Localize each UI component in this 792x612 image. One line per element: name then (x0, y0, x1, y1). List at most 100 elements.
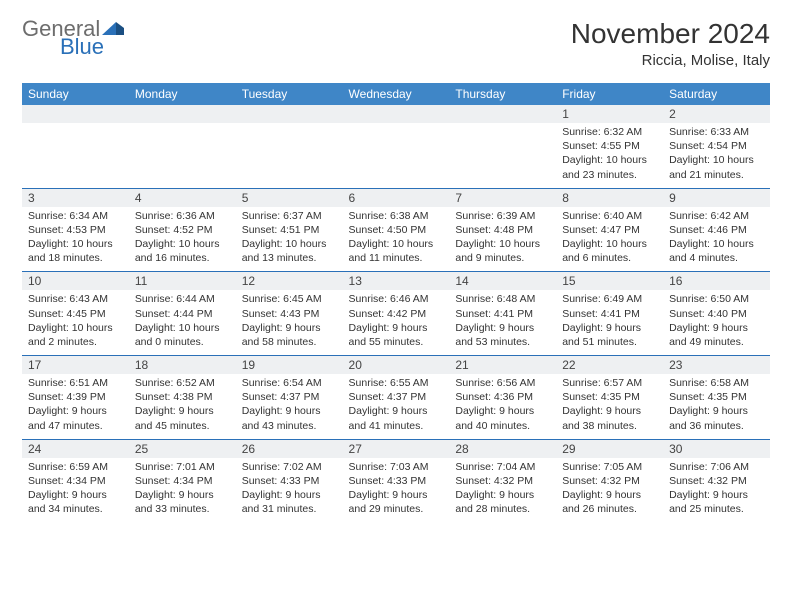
day-number: 15 (562, 274, 575, 288)
sunset-text: Sunset: 4:32 PM (455, 474, 550, 488)
sunrise-text: Sunrise: 7:05 AM (562, 460, 657, 474)
sunrise-text: Sunrise: 6:59 AM (28, 460, 123, 474)
sunrise-text: Sunrise: 6:48 AM (455, 292, 550, 306)
day-detail-cell: Sunrise: 6:42 AMSunset: 4:46 PMDaylight:… (663, 207, 770, 272)
day-number-cell (129, 105, 236, 123)
day-number-cell: 30 (663, 440, 770, 458)
page-header: General Blue November 2024 Riccia, Molis… (22, 18, 770, 69)
sunset-text: Sunset: 4:33 PM (349, 474, 444, 488)
day-number-row: 24252627282930 (22, 440, 770, 458)
daylight-text: and 6 minutes. (562, 251, 657, 265)
sunset-text: Sunset: 4:35 PM (669, 390, 764, 404)
sunset-text: Sunset: 4:32 PM (669, 474, 764, 488)
day-number: 24 (28, 442, 41, 456)
day-number: 4 (135, 191, 142, 205)
sunrise-text: Sunrise: 7:03 AM (349, 460, 444, 474)
day-number: 27 (349, 442, 362, 456)
day-number-cell: 8 (556, 189, 663, 207)
title-block: November 2024 Riccia, Molise, Italy (571, 18, 770, 69)
daylight-text: Daylight: 9 hours (562, 404, 657, 418)
day-number-cell: 19 (236, 356, 343, 374)
sunset-text: Sunset: 4:52 PM (135, 223, 230, 237)
daylight-text: Daylight: 9 hours (455, 404, 550, 418)
day-number: 30 (669, 442, 682, 456)
day-number: 2 (669, 107, 676, 121)
sunrise-text: Sunrise: 6:33 AM (669, 125, 764, 139)
daylight-text: and 26 minutes. (562, 502, 657, 516)
daylight-text: and 33 minutes. (135, 502, 230, 516)
day-number-cell (236, 105, 343, 123)
sunrise-text: Sunrise: 6:50 AM (669, 292, 764, 306)
sunrise-text: Sunrise: 6:46 AM (349, 292, 444, 306)
sunset-text: Sunset: 4:46 PM (669, 223, 764, 237)
daylight-text: Daylight: 9 hours (562, 488, 657, 502)
day-number-cell (343, 105, 450, 123)
day-detail-cell: Sunrise: 6:50 AMSunset: 4:40 PMDaylight:… (663, 290, 770, 355)
day-detail-cell: Sunrise: 6:55 AMSunset: 4:37 PMDaylight:… (343, 374, 450, 439)
day-number-cell: 2 (663, 105, 770, 123)
daylight-text: Daylight: 9 hours (669, 321, 764, 335)
day-detail-cell: Sunrise: 6:32 AMSunset: 4:55 PMDaylight:… (556, 123, 663, 188)
day-number-cell: 25 (129, 440, 236, 458)
day-number-cell: 1 (556, 105, 663, 123)
day-number-cell: 6 (343, 189, 450, 207)
sunset-text: Sunset: 4:54 PM (669, 139, 764, 153)
dow-header: Thursday (449, 83, 556, 105)
day-number-cell: 14 (449, 272, 556, 290)
day-detail-cell: Sunrise: 6:57 AMSunset: 4:35 PMDaylight:… (556, 374, 663, 439)
daylight-text: and 23 minutes. (562, 168, 657, 182)
day-detail-cell: Sunrise: 6:39 AMSunset: 4:48 PMDaylight:… (449, 207, 556, 272)
daylight-text: and 25 minutes. (669, 502, 764, 516)
day-number-cell: 3 (22, 189, 129, 207)
daylight-text: and 38 minutes. (562, 419, 657, 433)
daylight-text: Daylight: 9 hours (455, 488, 550, 502)
logo: General Blue (22, 18, 124, 58)
daylight-text: Daylight: 10 hours (669, 153, 764, 167)
day-number-row: 12 (22, 105, 770, 123)
daylight-text: Daylight: 10 hours (562, 153, 657, 167)
sunset-text: Sunset: 4:34 PM (135, 474, 230, 488)
sunrise-text: Sunrise: 6:37 AM (242, 209, 337, 223)
daylight-text: and 55 minutes. (349, 335, 444, 349)
daylight-text: Daylight: 9 hours (242, 488, 337, 502)
sunset-text: Sunset: 4:40 PM (669, 307, 764, 321)
daylight-text: Daylight: 10 hours (562, 237, 657, 251)
day-detail-cell (22, 123, 129, 188)
day-number: 25 (135, 442, 148, 456)
day-detail-cell (236, 123, 343, 188)
day-detail-row: Sunrise: 6:51 AMSunset: 4:39 PMDaylight:… (22, 374, 770, 439)
daylight-text: and 28 minutes. (455, 502, 550, 516)
sunset-text: Sunset: 4:34 PM (28, 474, 123, 488)
day-detail-cell: Sunrise: 6:45 AMSunset: 4:43 PMDaylight:… (236, 290, 343, 355)
daylight-text: Daylight: 9 hours (349, 321, 444, 335)
day-detail-cell: Sunrise: 6:43 AMSunset: 4:45 PMDaylight:… (22, 290, 129, 355)
daylight-text: and 21 minutes. (669, 168, 764, 182)
day-detail-row: Sunrise: 6:34 AMSunset: 4:53 PM Daylight:… (22, 207, 770, 272)
daylight-text: Daylight: 9 hours (242, 404, 337, 418)
sunrise-text: Sunrise: 7:04 AM (455, 460, 550, 474)
sunrise-text: Sunrise: 6:34 AM (28, 209, 123, 223)
sunset-text: Sunset: 4:33 PM (242, 474, 337, 488)
daylight-text: and 45 minutes. (135, 419, 230, 433)
day-detail-cell (129, 123, 236, 188)
day-detail-cell: Sunrise: 6:36 AMSunset: 4:52 PMDaylight:… (129, 207, 236, 272)
daylight-text: and 36 minutes. (669, 419, 764, 433)
day-number: 28 (455, 442, 468, 456)
day-number: 22 (562, 358, 575, 372)
daylight-text: and 58 minutes. (242, 335, 337, 349)
daylight-text: and 41 minutes. (349, 419, 444, 433)
daylight-text: and 31 minutes. (242, 502, 337, 516)
sunset-text: Sunset: 4:44 PM (135, 307, 230, 321)
sunrise-text: Sunrise: 6:52 AM (135, 376, 230, 390)
day-detail-cell: Sunrise: 6:48 AMSunset: 4:41 PMDaylight:… (449, 290, 556, 355)
sunset-text: Sunset: 4:51 PM (242, 223, 337, 237)
sunset-text: Sunset: 4:53 PM (28, 223, 123, 237)
day-number-cell: 27 (343, 440, 450, 458)
day-number-cell (449, 105, 556, 123)
day-detail-cell: Sunrise: 6:46 AMSunset: 4:42 PMDaylight:… (343, 290, 450, 355)
day-detail-cell: Sunrise: 7:05 AMSunset: 4:32 PMDaylight:… (556, 458, 663, 523)
logo-mark-icon (102, 19, 124, 40)
sunrise-text: Sunrise: 6:51 AM (28, 376, 123, 390)
day-detail-cell: Sunrise: 6:38 AMSunset: 4:50 PMDaylight:… (343, 207, 450, 272)
daylight-text: Daylight: 9 hours (135, 404, 230, 418)
